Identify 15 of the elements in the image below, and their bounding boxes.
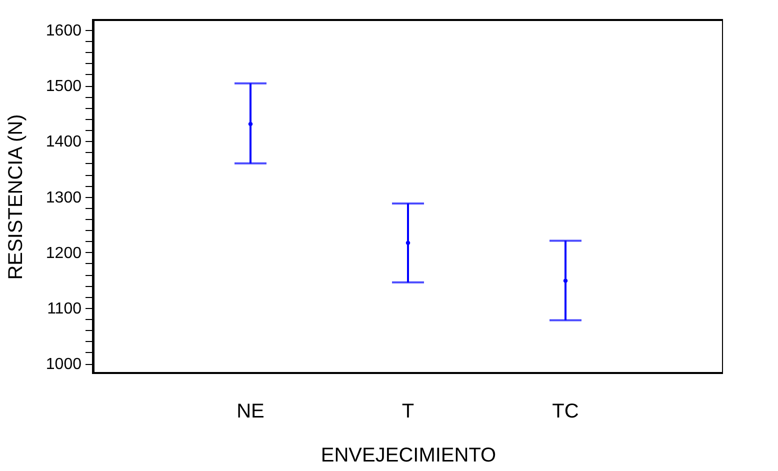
y-tick-label: 1000 [46,356,82,374]
point [406,240,410,246]
y-tick-label: 1500 [46,78,82,96]
y-tick-label: 1200 [46,244,82,262]
y-tick-label: 1400 [46,134,82,151]
point [563,278,568,283]
x-axis-title: ENVEJECIMIENTO [320,444,496,466]
y-tick-label: 1300 [46,189,82,206]
x-tick-label: T [402,400,414,422]
x-tick-label: TC [552,400,579,422]
y-axis-title: RESISTENCIA (N) [4,114,27,280]
x-tick-label: NE [236,400,264,422]
y-tick-label: 1600 [46,22,82,40]
point [248,122,253,126]
y-tick-label: 1100 [47,300,82,318]
